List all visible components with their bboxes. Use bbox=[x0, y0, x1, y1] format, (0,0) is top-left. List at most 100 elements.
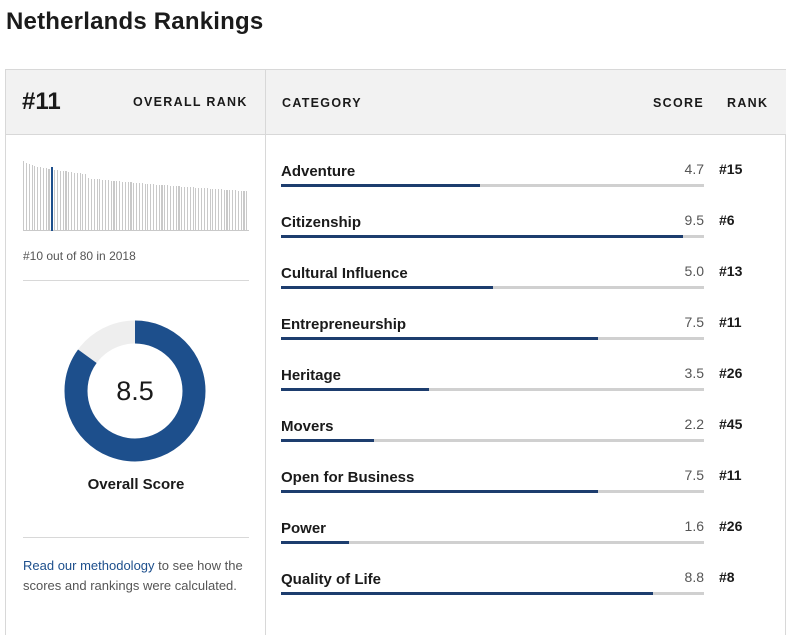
histogram-bar bbox=[40, 167, 42, 231]
category-score-track bbox=[281, 388, 704, 391]
histogram-bar bbox=[155, 184, 157, 231]
category-score-fill bbox=[281, 541, 349, 544]
category-score: 7.5 bbox=[684, 314, 704, 330]
methodology-rest-text: to see how the scores and rankings were … bbox=[23, 558, 243, 593]
category-score-track bbox=[281, 184, 704, 187]
histogram-bar bbox=[226, 189, 228, 231]
histogram-bar bbox=[169, 185, 172, 231]
category-name: Power bbox=[281, 520, 327, 537]
histogram-bar bbox=[79, 173, 81, 231]
category-score-track bbox=[281, 541, 704, 544]
histogram-bar bbox=[206, 188, 208, 231]
methodology-note: Read our methodology to see how the scor… bbox=[23, 556, 249, 596]
histogram-bar bbox=[104, 180, 107, 231]
category-row: Power 1.6 #26 bbox=[281, 517, 742, 568]
histogram-bar bbox=[48, 168, 50, 231]
previous-rank-text: #10 out of 80 in 2018 bbox=[23, 249, 136, 263]
overall-score-donut: 8.5 bbox=[64, 320, 206, 462]
column-header-rank: RANK bbox=[727, 96, 769, 110]
histogram-bar bbox=[246, 191, 248, 231]
histogram-bar bbox=[223, 189, 225, 231]
histogram-bar bbox=[88, 178, 90, 231]
histogram-bar bbox=[68, 171, 70, 231]
category-score-fill bbox=[281, 286, 493, 289]
histogram-bar bbox=[184, 186, 186, 231]
category-score: 3.5 bbox=[684, 365, 704, 381]
histogram-bar bbox=[229, 189, 231, 231]
category-score: 8.8 bbox=[684, 569, 704, 585]
histogram-bar bbox=[147, 183, 149, 231]
histogram-bar bbox=[93, 178, 95, 231]
category-score-track bbox=[281, 235, 704, 238]
histogram-bar bbox=[150, 184, 152, 231]
category-score-fill bbox=[281, 337, 599, 340]
overall-rank-label: OVERALL RANK bbox=[133, 95, 248, 109]
category-score-track bbox=[281, 286, 704, 289]
histogram-bar bbox=[51, 167, 54, 231]
category-score-fill bbox=[281, 184, 480, 187]
category-rank: #11 bbox=[719, 314, 742, 330]
histogram-bar bbox=[158, 184, 160, 231]
overall-score-label: Overall Score bbox=[87, 476, 185, 493]
histogram-bar bbox=[113, 180, 115, 231]
histogram-bar bbox=[31, 165, 33, 231]
category-rank: #45 bbox=[719, 416, 743, 432]
histogram-bar bbox=[220, 189, 222, 231]
category-score-track bbox=[281, 592, 704, 595]
histogram-bar bbox=[121, 181, 124, 231]
category-rank: #11 bbox=[719, 467, 742, 483]
category-name: Quality of Life bbox=[281, 571, 382, 588]
histogram-bar bbox=[73, 172, 76, 231]
histogram-bar bbox=[201, 188, 203, 231]
histogram-bar bbox=[102, 179, 104, 231]
histogram-bar bbox=[240, 190, 242, 231]
category-row: Adventure 4.7 #15 bbox=[281, 160, 742, 211]
category-score-fill bbox=[281, 592, 654, 595]
donut-score-text: 8.5 bbox=[116, 376, 154, 406]
histogram-bar bbox=[181, 186, 183, 231]
category-score: 2.2 bbox=[684, 416, 704, 432]
histogram-bar bbox=[76, 172, 78, 231]
histogram-bar bbox=[138, 183, 140, 231]
histogram-bar bbox=[144, 183, 146, 231]
histogram-bar bbox=[99, 179, 101, 231]
histogram-bar bbox=[133, 182, 135, 231]
histogram-bar bbox=[34, 166, 36, 231]
histogram-bar bbox=[203, 188, 205, 231]
category-name: Open for Business bbox=[281, 469, 415, 486]
histogram-bar bbox=[23, 161, 25, 231]
histogram-bar bbox=[62, 171, 64, 231]
histogram-bar bbox=[153, 184, 155, 231]
category-score: 1.6 bbox=[684, 518, 704, 534]
category-row: Citizenship 9.5 #6 bbox=[281, 211, 735, 262]
histogram-bar bbox=[232, 190, 234, 231]
histogram-bar bbox=[192, 187, 194, 231]
histogram-bar bbox=[209, 188, 211, 231]
category-score-fill bbox=[281, 235, 683, 238]
page-title: Netherlands Rankings bbox=[6, 8, 264, 35]
category-row: Open for Business 7.5 #11 bbox=[281, 466, 742, 517]
category-score-fill bbox=[281, 439, 375, 442]
category-rank: #26 bbox=[719, 365, 743, 381]
histogram-bar bbox=[65, 171, 67, 231]
histogram-bar bbox=[234, 190, 237, 231]
category-rank: #15 bbox=[719, 161, 743, 177]
rank-history-histogram bbox=[23, 159, 249, 231]
category-row: Heritage 3.5 #26 bbox=[281, 364, 742, 415]
histogram-bar bbox=[198, 187, 200, 231]
histogram-bar bbox=[215, 188, 217, 231]
overall-summary: #10 out of 80 in 2018 8.5 Overall Score … bbox=[6, 135, 266, 635]
histogram-bar bbox=[71, 172, 73, 231]
histogram-bar bbox=[37, 166, 39, 231]
histogram-bar bbox=[54, 169, 56, 231]
column-header-score: SCORE bbox=[653, 96, 704, 110]
histogram-bar bbox=[243, 190, 245, 231]
histogram-bar bbox=[136, 182, 138, 231]
category-row: Movers 2.2 #45 bbox=[281, 415, 742, 466]
overall-rank-header: #11 OVERALL RANK bbox=[6, 70, 266, 135]
category-name: Movers bbox=[281, 418, 334, 435]
methodology-link[interactable]: Read our methodology bbox=[23, 558, 155, 573]
category-name: Citizenship bbox=[281, 214, 362, 231]
category-score: 4.7 bbox=[684, 161, 704, 177]
histogram-bar bbox=[56, 170, 59, 231]
